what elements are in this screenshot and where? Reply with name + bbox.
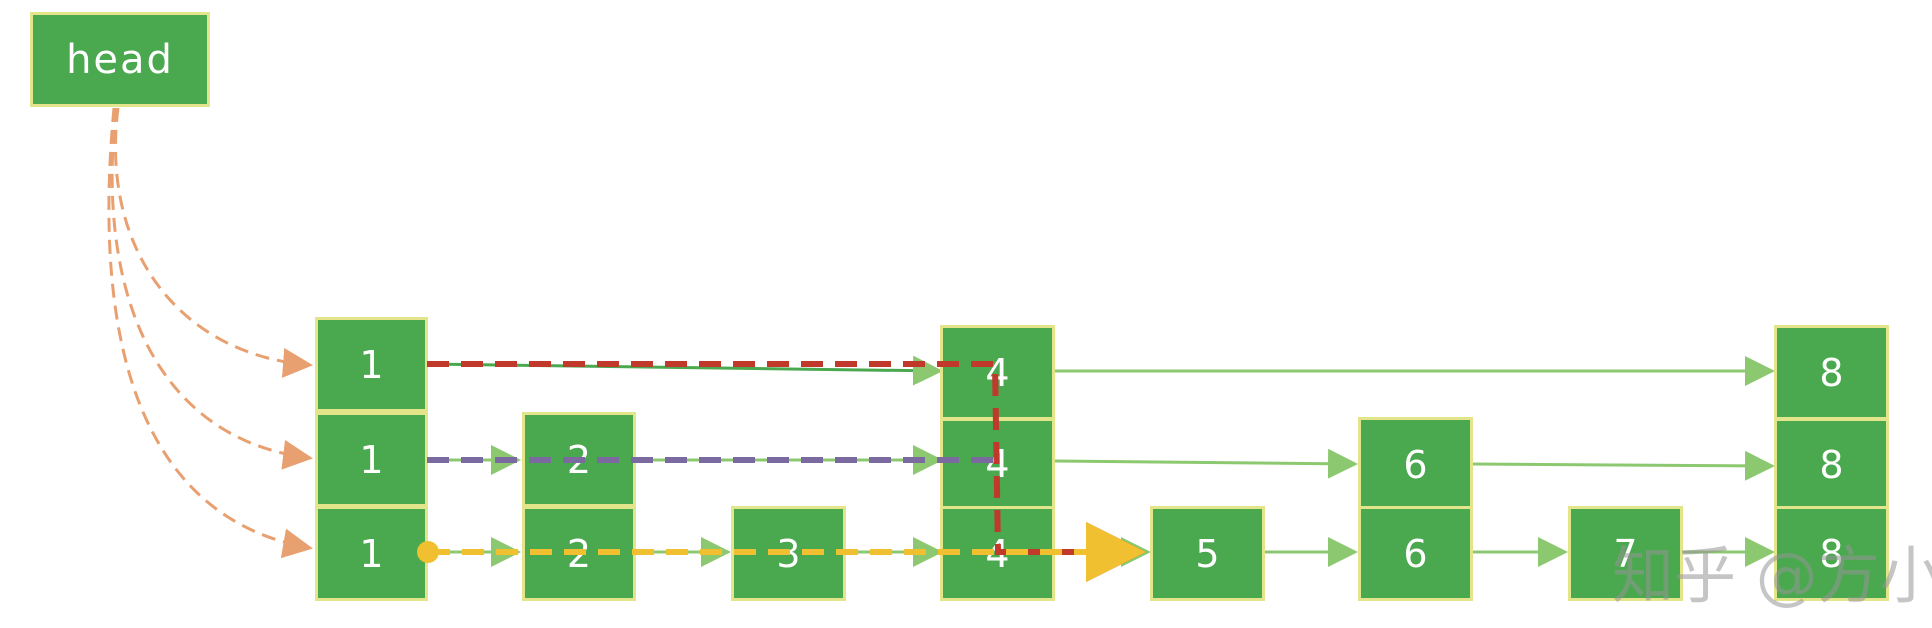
search-path-red — [427, 361, 1146, 582]
node-level1-4: 4 — [940, 418, 1055, 510]
node-level1-1: 1 — [315, 412, 428, 507]
node-level0-1: 1 — [315, 317, 428, 412]
link-l1-6-8 — [1472, 450, 1775, 481]
node-level2-6: 6 — [1358, 506, 1473, 601]
head-node: head — [30, 12, 210, 107]
node-level2-7: 7 — [1568, 506, 1683, 601]
node-level0-4: 4 — [940, 325, 1055, 420]
watermark: 知乎 @方小 — [1612, 539, 1932, 612]
head-pointer-level-1 — [110, 107, 313, 470]
node-level0-8: 8 — [1774, 325, 1889, 420]
node-level1-6: 6 — [1358, 417, 1473, 512]
node-level2-1: 1 — [315, 506, 428, 601]
link-l1-4-6 — [1054, 448, 1358, 479]
node-level2-8: 8 — [1774, 506, 1889, 601]
node-level2-5: 5 — [1150, 506, 1265, 601]
node-level1-8: 8 — [1774, 418, 1889, 511]
head-pointer-level-0 — [113, 107, 313, 378]
head-pointer-level-2 — [107, 107, 313, 559]
